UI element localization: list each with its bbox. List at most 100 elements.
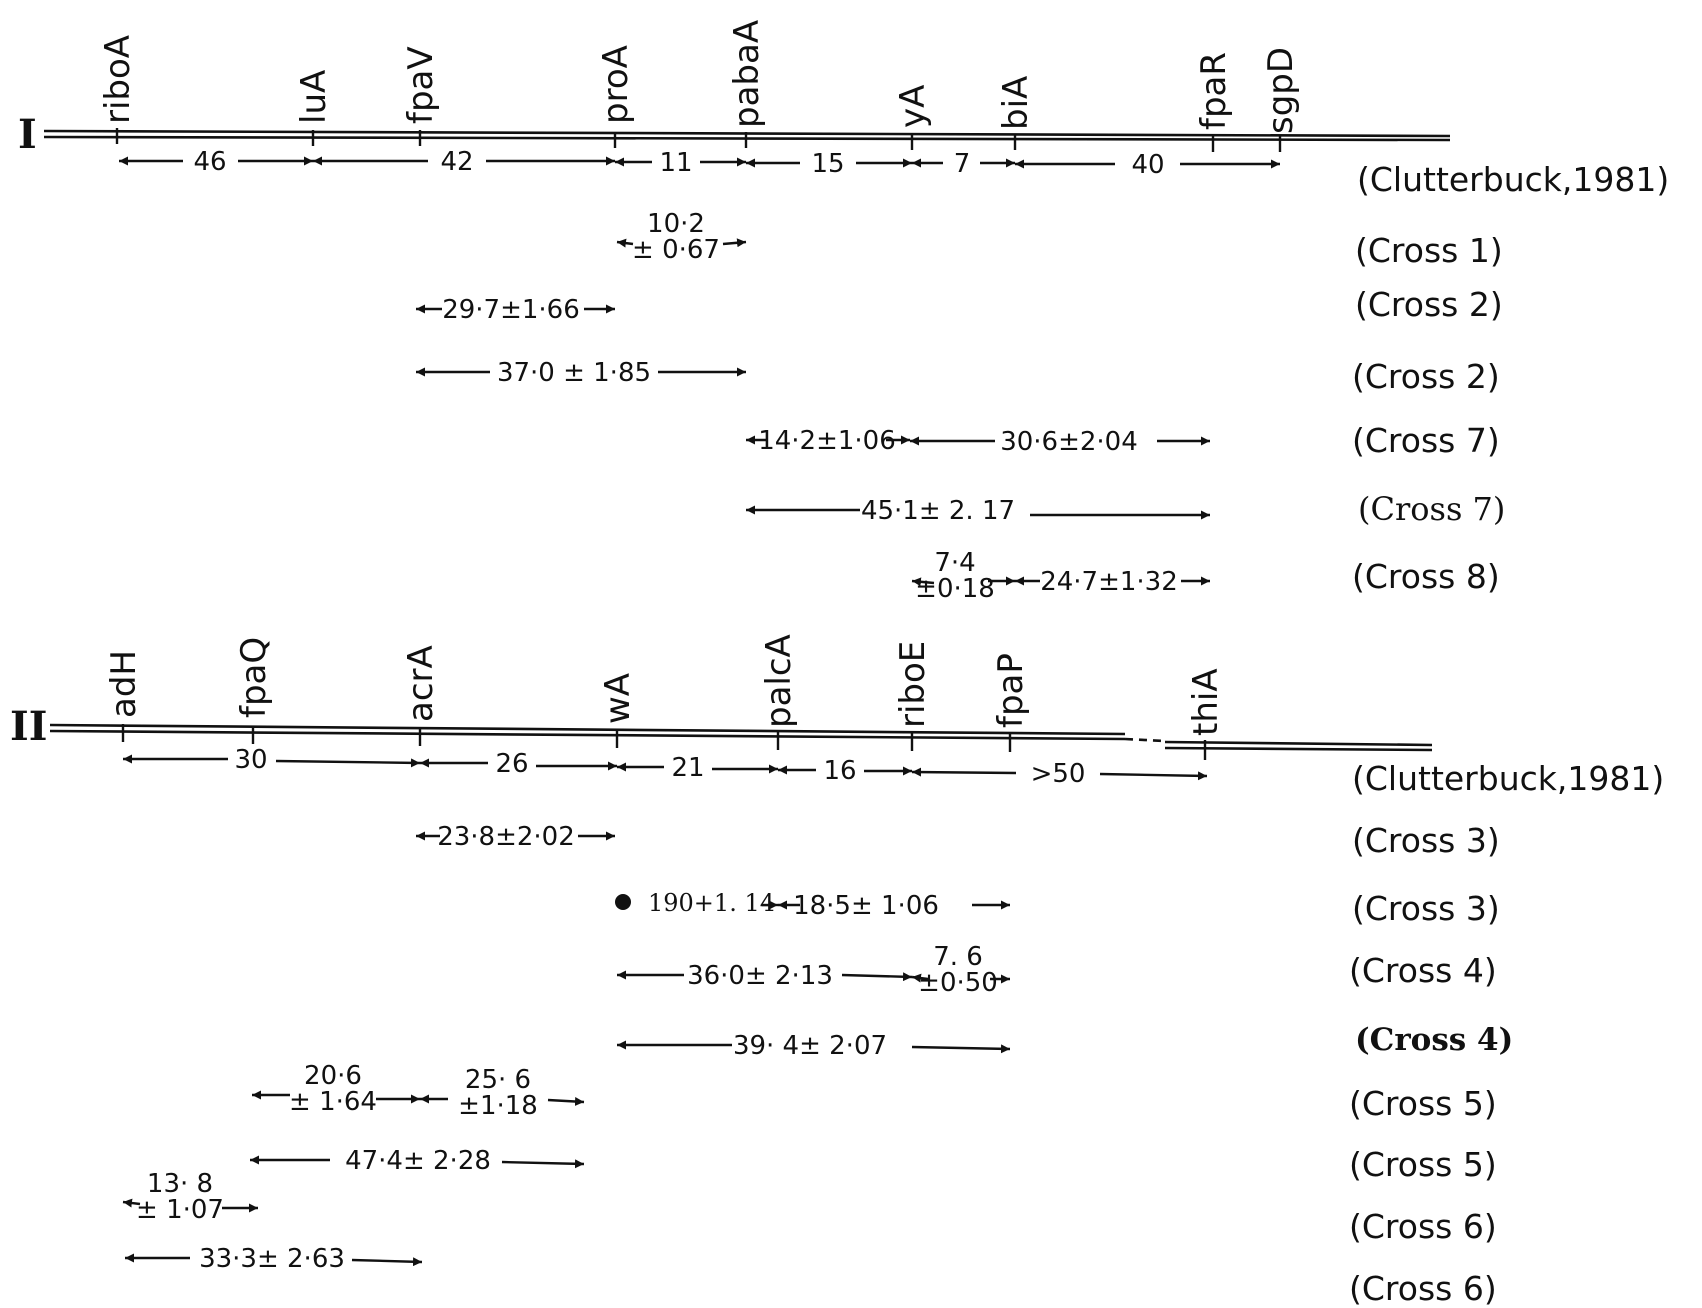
linkage-group-II: II adH fpaQ acrA wA palcA riboE fpaP thi… xyxy=(10,634,1664,1308)
distance-arrow xyxy=(122,1198,141,1208)
distance-value: 39· 4± 2·07 xyxy=(733,1031,887,1061)
chromosome-II-line-lower xyxy=(49,729,1126,741)
source-label: (Cross 7) xyxy=(1352,421,1500,460)
gene-label-acrA: acrA xyxy=(401,645,441,722)
gene-label-wA: wA xyxy=(598,673,638,724)
source-label: (Cross 4) xyxy=(1355,1022,1513,1058)
distance-value: 25· 6 ±1·18 xyxy=(458,1065,538,1121)
distance-value: >50 xyxy=(1031,759,1086,789)
distance-value: 21 xyxy=(671,753,704,783)
reference-row-I: 46 42 11 15 7 40 (Clutterbuck,1981) xyxy=(119,147,1669,199)
distance-arrow xyxy=(911,577,935,587)
source-label: (Cross 4) xyxy=(1349,951,1497,990)
distance-arrow xyxy=(911,973,929,983)
distance-value: 15 xyxy=(811,149,844,179)
chromosome-II-line-right-lower xyxy=(1164,746,1433,752)
distance-value: 37·0 ± 1·85 xyxy=(497,358,651,388)
gene-label-pabaA: pabaA xyxy=(727,20,767,128)
group-II-label: II xyxy=(10,703,47,750)
group-I-label: I xyxy=(18,111,37,158)
distance-value: 26 xyxy=(495,749,528,779)
gene-label-proA: proA xyxy=(596,45,636,124)
cross-row: 39· 4± 2·07 (Cross 4) xyxy=(617,1022,1513,1061)
distance-value: 40 xyxy=(1131,150,1164,180)
cross-row: 45·1± 2. 17 (Cross 7) xyxy=(746,490,1505,528)
gene-label-biA: biA xyxy=(996,76,1036,130)
distance-arrow xyxy=(1099,771,1208,781)
distance-value: 30 xyxy=(234,745,267,775)
source-label: (Clutterbuck,1981) xyxy=(1352,759,1664,798)
gene-label-fpaP: fpaP xyxy=(991,653,1031,728)
distance-value: 30·6±2·04 xyxy=(1000,427,1138,457)
distance-arrow xyxy=(911,1044,1011,1054)
source-label: (Cross 6) xyxy=(1349,1269,1497,1308)
distance-arrow xyxy=(616,238,634,248)
distance-value: 24·7±1·32 xyxy=(1040,567,1178,597)
source-label: (Cross 5) xyxy=(1349,1145,1497,1184)
distance-value: 36·0± 2·13 xyxy=(687,961,833,991)
cross-row: 37·0 ± 1·85 (Cross 2) xyxy=(416,357,1500,396)
distance-arrow xyxy=(351,1257,423,1267)
distance-arrow xyxy=(841,972,913,982)
gene-label-adH: adH xyxy=(104,650,144,718)
distance-value: 14·2±1·06 xyxy=(758,426,896,456)
distance-value: 20·6 ± 1·64 xyxy=(289,1061,377,1117)
distance-value: 23·8±2·02 xyxy=(437,822,575,852)
cross-row: 36·0± 2·13 7. 6 ±0·50 (Cross 4) xyxy=(617,942,1497,998)
distance-value: 33·3± 2·63 xyxy=(199,1244,345,1274)
distance-value: 7·4 ±0·18 xyxy=(915,548,995,604)
distance-value: 18·5± 1·06 xyxy=(793,891,939,921)
cross-row: 190+1. 14 18·5± 1·06 (Cross 3) xyxy=(615,889,1500,928)
distance-value: 42 xyxy=(440,147,473,177)
source-label: (Cross 2) xyxy=(1355,285,1503,324)
gene-label-fpaR: fpaR xyxy=(1194,52,1234,130)
source-label: (Cross 6) xyxy=(1349,1207,1497,1246)
distance-value: 7 xyxy=(954,149,971,179)
gene-label-riboA: riboA xyxy=(98,35,138,124)
cross-row: 20·6 ± 1·64 25· 6 ±1·18 (Cross 5) xyxy=(252,1061,1497,1123)
source-label: (Cross 3) xyxy=(1352,821,1500,860)
cross-row: 47·4± 2·28 (Cross 5) xyxy=(250,1145,1497,1184)
gene-label-riboE: riboE xyxy=(893,641,933,728)
distance-value: 10·2 ± 0·67 xyxy=(632,209,720,265)
distance-value: 190+1. 14 xyxy=(648,889,775,917)
reference-row-II: 30 26 21 16 >50 (Clutterbuck,1981) xyxy=(123,745,1664,798)
distance-arrow xyxy=(501,1159,585,1169)
source-label: (Cross 5) xyxy=(1349,1084,1497,1123)
cross-row: 29·7±1·66 (Cross 2) xyxy=(416,285,1503,325)
distance-value: 29·7±1·66 xyxy=(442,295,580,325)
distance-value: 46 xyxy=(193,147,226,177)
distance-arrow xyxy=(722,238,747,248)
source-label: (Cross 1) xyxy=(1355,231,1503,270)
distance-value: 13· 8 ± 1·07 xyxy=(136,1169,224,1225)
gene-label-thiA: thiA xyxy=(1186,668,1226,736)
distance-arrow xyxy=(547,1097,585,1106)
chromosome-II-line-right-upper xyxy=(1164,740,1433,747)
cross-row: 14·2±1·06 30·6±2·04 (Cross 7) xyxy=(746,421,1500,460)
gene-label-luA: luA xyxy=(294,70,334,124)
linkage-group-I: I riboA luA fpaV proA pabaA yA biA fpaR … xyxy=(18,20,1669,604)
cross-row: 23·8±2·02 (Cross 3) xyxy=(416,821,1500,860)
distance-value: 16 xyxy=(823,756,856,786)
distance-value: 7. 6 ±0·50 xyxy=(918,942,998,998)
gene-label-sgpD: sgpD xyxy=(1261,47,1301,134)
bullet-marker xyxy=(615,894,631,910)
gene-label-fpaV: fpaV xyxy=(401,46,441,124)
source-label: (Cross 3) xyxy=(1352,889,1500,928)
cross-row: 7·4 ±0·18 24·7±1·32 (Cross 8) xyxy=(911,548,1500,604)
gene-label-fpaQ: fpaQ xyxy=(234,637,274,718)
chromosome-II-line-upper xyxy=(49,723,1126,736)
source-label: (Cross 2) xyxy=(1352,357,1500,396)
distance-value: 47·4± 2·28 xyxy=(345,1146,491,1176)
gene-label-yA: yA xyxy=(893,85,933,128)
gene-label-palcA: palcA xyxy=(759,634,799,728)
distance-arrow xyxy=(911,767,1017,777)
distance-value: 45·1± 2. 17 xyxy=(861,496,1015,526)
cross-row: 10·2 ± 0·67 (Cross 1) xyxy=(616,209,1503,270)
source-label: (Clutterbuck,1981) xyxy=(1357,160,1669,199)
chromosome-II-gap xyxy=(1124,737,1166,743)
source-label: (Cross 7) xyxy=(1358,490,1505,528)
cross-row: 33·3± 2·63 (Cross 6) xyxy=(125,1244,1497,1308)
source-label: (Cross 8) xyxy=(1352,557,1500,596)
